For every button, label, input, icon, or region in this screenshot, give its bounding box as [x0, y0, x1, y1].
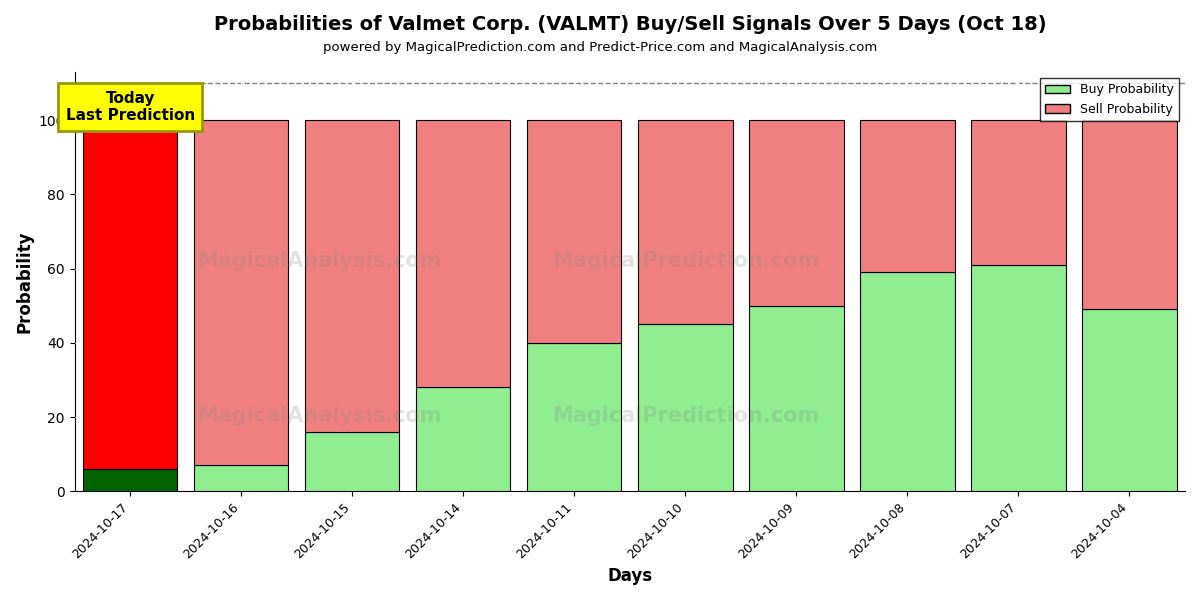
Bar [638, 120, 732, 325]
Bar [83, 469, 178, 491]
Bar [527, 120, 622, 343]
Bar [860, 120, 955, 272]
Bar [305, 432, 400, 491]
Bar [860, 272, 955, 491]
Bar [194, 465, 288, 491]
Bar [194, 120, 288, 465]
Text: Today
Last Prediction: Today Last Prediction [66, 91, 194, 123]
Text: MagicalPrediction.com: MagicalPrediction.com [552, 406, 818, 426]
Text: MagicalAnalysis.com: MagicalAnalysis.com [197, 406, 442, 426]
Bar [416, 388, 510, 491]
Text: powered by MagicalPrediction.com and Predict-Price.com and MagicalAnalysis.com: powered by MagicalPrediction.com and Pre… [323, 41, 877, 54]
Bar [971, 265, 1066, 491]
Bar [416, 120, 510, 388]
Bar [305, 120, 400, 432]
Bar [749, 120, 844, 306]
Text: MagicalPrediction.com: MagicalPrediction.com [552, 251, 818, 271]
Bar [971, 120, 1066, 265]
Title: Probabilities of Valmet Corp. (VALMT) Buy/Sell Signals Over 5 Days (Oct 18): Probabilities of Valmet Corp. (VALMT) Bu… [214, 16, 1046, 34]
Text: MagicalAnalysis.com: MagicalAnalysis.com [197, 251, 442, 271]
Y-axis label: Probability: Probability [16, 230, 34, 333]
Bar [527, 343, 622, 491]
Legend: Buy Probability, Sell Probability: Buy Probability, Sell Probability [1040, 78, 1178, 121]
Bar [83, 120, 178, 469]
Bar [749, 306, 844, 491]
Bar [1082, 120, 1177, 310]
Bar [638, 325, 732, 491]
X-axis label: Days: Days [607, 567, 653, 585]
Bar [1082, 310, 1177, 491]
